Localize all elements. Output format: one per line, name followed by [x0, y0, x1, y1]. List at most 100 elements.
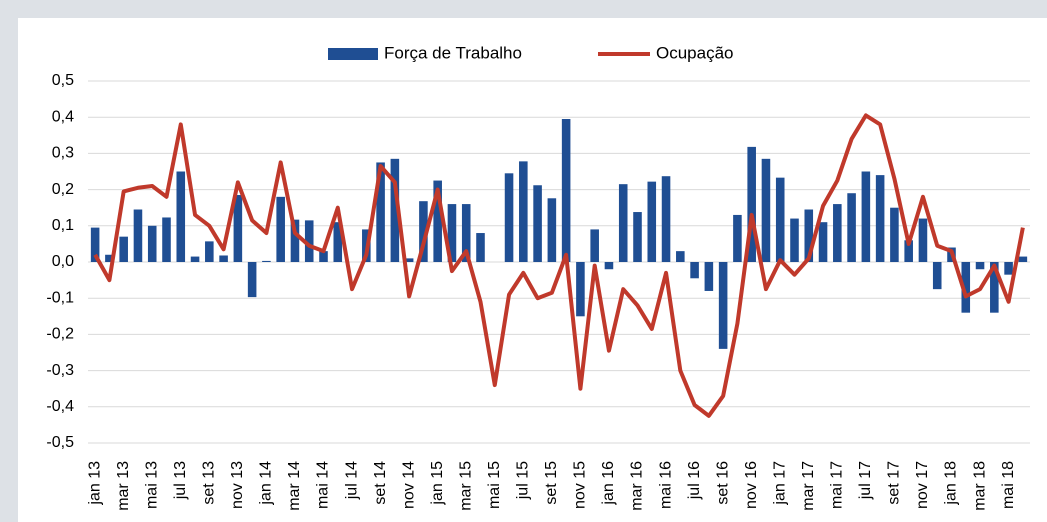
bar — [247, 262, 257, 298]
bar — [961, 262, 971, 313]
bar — [433, 180, 442, 262]
bar — [633, 212, 642, 262]
x-tick-label: mar 18 — [971, 461, 988, 511]
bar — [190, 256, 200, 262]
x-tick-label: set 16 — [714, 461, 731, 505]
y-tick-label: -0,2 — [46, 326, 74, 343]
x-tick-label: jul 14 — [343, 461, 360, 500]
bar — [476, 233, 485, 262]
x-tick-label: jan 16 — [600, 461, 617, 506]
bar — [790, 218, 799, 262]
bar — [718, 262, 728, 349]
bar — [818, 222, 828, 262]
legend-swatch — [328, 48, 378, 60]
y-tick-label: -0,1 — [46, 289, 74, 306]
y-tick-label: 0,2 — [52, 181, 74, 198]
x-tick-label: set 15 — [543, 461, 560, 505]
bar — [119, 236, 128, 262]
y-tick-label: 0,1 — [52, 217, 74, 234]
x-tick-label: jul 17 — [857, 461, 874, 500]
bar — [918, 218, 928, 262]
y-tick-label: -0,3 — [46, 362, 74, 379]
bar — [447, 204, 457, 262]
bar — [661, 176, 671, 262]
bar — [932, 262, 942, 290]
line — [93, 113, 1025, 418]
bar — [147, 225, 157, 262]
bar — [262, 260, 271, 262]
x-tick-label: jul 16 — [686, 461, 703, 500]
bar — [233, 195, 243, 262]
bar — [847, 193, 856, 262]
x-tick-label: mai 13 — [143, 461, 160, 509]
x-tick-label: set 13 — [201, 461, 218, 505]
x-tick-label: mar 16 — [629, 461, 646, 511]
bar — [319, 251, 328, 262]
y-tick-label: -0,4 — [46, 398, 74, 415]
x-tick-label: nov 16 — [743, 461, 760, 509]
bar — [133, 209, 143, 262]
bar — [618, 184, 628, 262]
bar — [576, 262, 585, 317]
x-tick-label: set 14 — [372, 461, 389, 505]
x-tick-label: jan 13 — [86, 461, 103, 506]
x-tick-label: jul 13 — [172, 461, 189, 500]
x-tick-label: mai 16 — [657, 461, 674, 509]
x-tick-label: mai 17 — [829, 461, 846, 509]
bar — [219, 255, 228, 262]
x-tick-label: mar 13 — [115, 461, 132, 511]
bar — [419, 201, 428, 262]
bar — [990, 262, 999, 313]
bar — [975, 262, 985, 270]
x-tick-label: jan 18 — [943, 461, 960, 506]
x-tick-label: mai 15 — [486, 461, 503, 509]
bar — [747, 146, 756, 262]
y-tick-label: 0,3 — [52, 145, 74, 162]
bar — [904, 240, 913, 262]
x-tick-label: jul 15 — [515, 461, 532, 500]
bar — [676, 251, 685, 262]
bar — [875, 175, 885, 262]
y-tick-label: 0,5 — [52, 72, 74, 89]
x-tick-label: mai 18 — [1000, 461, 1017, 509]
x-tick-label: mar 15 — [457, 461, 474, 511]
legend-label: Força de Trabalho — [384, 43, 522, 62]
bar — [333, 222, 343, 262]
bar — [404, 258, 414, 262]
bar — [290, 219, 300, 262]
x-tick-label: mar 17 — [800, 461, 817, 511]
bar — [604, 262, 614, 270]
bar — [704, 262, 714, 291]
x-tick-label: nov 13 — [229, 461, 246, 509]
x-tick-label: mar 14 — [286, 461, 303, 511]
bar — [547, 198, 557, 262]
x-tick-label: jan 14 — [258, 461, 275, 506]
bar — [804, 209, 814, 262]
bar — [90, 227, 100, 262]
bar — [304, 220, 314, 262]
bar — [861, 171, 871, 262]
x-tick-label: set 17 — [886, 461, 903, 505]
y-tick-label: 0,0 — [52, 253, 74, 270]
bar — [890, 207, 899, 262]
bar — [761, 158, 771, 262]
y-tick-label: -0,5 — [46, 434, 74, 451]
x-tick-label: nov 15 — [572, 461, 589, 509]
legend-label: Ocupação — [656, 43, 734, 62]
bar — [276, 196, 285, 262]
bar — [690, 262, 699, 279]
bar — [733, 214, 742, 262]
bar — [461, 204, 471, 262]
panel — [18, 18, 1047, 522]
bar — [647, 181, 657, 262]
x-tick-label: jan 15 — [429, 461, 446, 506]
bar — [590, 229, 599, 262]
bar — [162, 217, 171, 262]
bar — [176, 171, 186, 262]
x-tick-label: mai 14 — [315, 461, 332, 509]
bar — [775, 177, 785, 262]
bar — [519, 161, 528, 262]
x-tick-label: jan 17 — [771, 461, 788, 506]
